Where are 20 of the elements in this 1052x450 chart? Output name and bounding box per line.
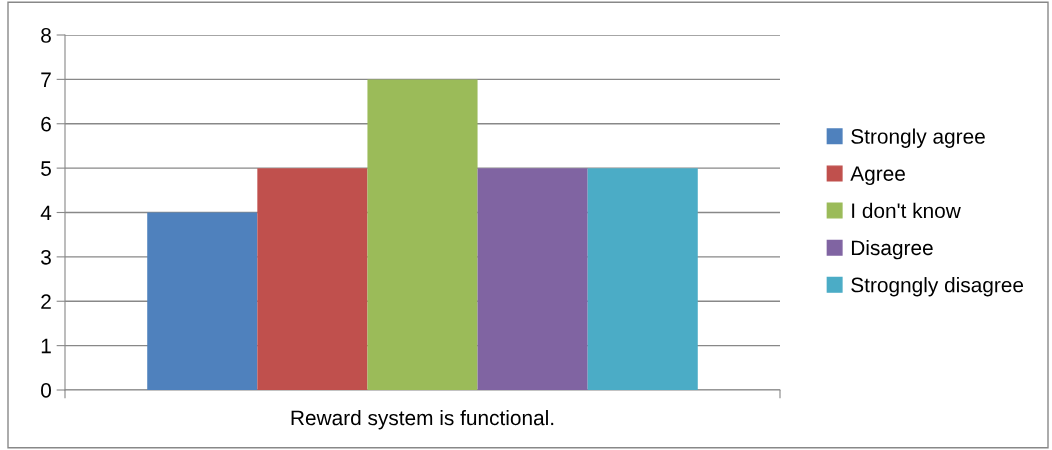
x-tick-label: Reward system is functional. xyxy=(291,409,554,430)
y-tick-label: 8 xyxy=(41,28,51,43)
y-tick-label: 6 xyxy=(41,116,51,132)
y-tick-label: 4 xyxy=(40,205,52,221)
bar xyxy=(587,168,698,390)
bar xyxy=(147,212,258,390)
y-tick-label: 5 xyxy=(41,161,51,176)
legend-label: Strogngly disagree xyxy=(851,277,1024,297)
y-tick-label: 2 xyxy=(41,294,51,309)
y-tick-label: 1 xyxy=(41,338,51,354)
bar xyxy=(477,168,588,390)
legend-label: I don't know xyxy=(852,202,961,219)
y-tick-label: 3 xyxy=(41,249,51,265)
legend-label: Agree xyxy=(850,166,905,186)
y-tick-label: 7 xyxy=(41,72,51,87)
legend-label: Strongly agree xyxy=(851,128,985,148)
bar xyxy=(257,168,368,390)
bar xyxy=(367,79,478,390)
legend-label: Disagree xyxy=(851,239,933,260)
y-tick-label: 0 xyxy=(41,383,51,398)
